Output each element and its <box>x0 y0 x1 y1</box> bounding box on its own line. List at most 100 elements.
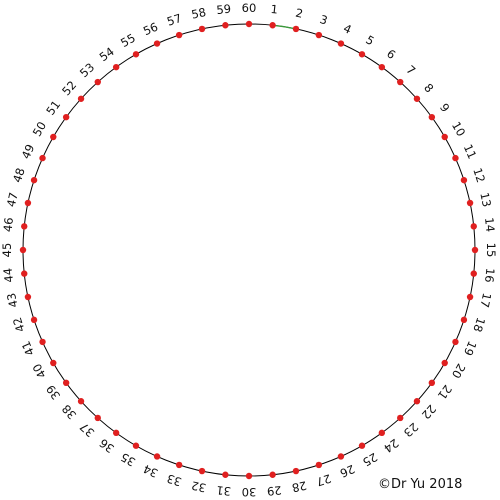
point-dot-4 <box>337 40 345 47</box>
point-dot-12 <box>460 176 468 184</box>
point-dot-25 <box>358 442 366 449</box>
point-label-33: 33 <box>165 471 183 489</box>
point-label-44: 44 <box>1 267 16 283</box>
point-label-34: 34 <box>141 462 160 481</box>
point-label-41: 41 <box>19 339 38 358</box>
point-label-5: 5 <box>363 33 376 49</box>
point-dot-43 <box>24 293 32 301</box>
point-dot-33 <box>175 461 183 469</box>
point-dot-59 <box>222 22 229 29</box>
point-label-60: 60 <box>242 1 257 15</box>
point-dot-60 <box>245 20 253 28</box>
point-label-6: 6 <box>384 46 398 62</box>
point-label-11: 11 <box>461 142 480 161</box>
point-label-51: 51 <box>43 98 63 118</box>
point-dot-57 <box>175 31 183 39</box>
point-dot-29 <box>269 471 276 478</box>
point-label-23: 23 <box>401 420 421 440</box>
point-label-32: 32 <box>190 478 207 495</box>
point-label-2: 2 <box>294 6 304 21</box>
point-dot-5 <box>358 51 366 58</box>
point-label-57: 57 <box>165 11 183 29</box>
point-label-10: 10 <box>449 119 468 139</box>
point-dot-28 <box>292 467 300 475</box>
point-dot-50 <box>50 133 57 141</box>
point-dot-17 <box>466 293 474 301</box>
point-label-45: 45 <box>0 243 14 258</box>
point-label-18: 18 <box>470 316 488 334</box>
point-dot-18 <box>460 316 468 324</box>
point-dot-7 <box>397 78 404 86</box>
point-dot-24 <box>378 429 386 437</box>
point-dot-42 <box>30 316 38 324</box>
point-label-46: 46 <box>1 217 16 233</box>
point-dot-26 <box>337 453 345 460</box>
point-label-8: 8 <box>421 81 436 96</box>
point-dot-14 <box>470 223 477 230</box>
point-label-56: 56 <box>141 20 160 39</box>
point-label-55: 55 <box>118 31 138 50</box>
point-label-31: 31 <box>216 483 232 498</box>
point-label-52: 52 <box>59 78 79 98</box>
point-label-12: 12 <box>470 166 488 184</box>
point-label-1: 1 <box>270 2 279 17</box>
point-label-7: 7 <box>404 63 419 78</box>
point-label-35: 35 <box>118 450 138 469</box>
point-dot-11 <box>452 154 459 162</box>
point-label-14: 14 <box>482 217 497 233</box>
point-label-29: 29 <box>266 483 282 498</box>
point-label-49: 49 <box>19 142 38 161</box>
point-dot-32 <box>198 467 206 475</box>
point-dot-21 <box>428 379 436 387</box>
point-dot-41 <box>39 338 46 346</box>
point-label-58: 58 <box>190 5 207 22</box>
dot-group <box>19 20 479 480</box>
point-dot-52 <box>77 95 85 102</box>
point-dot-27 <box>315 461 323 469</box>
point-label-24: 24 <box>381 436 401 456</box>
point-dot-58 <box>198 25 206 33</box>
point-label-19: 19 <box>461 339 480 358</box>
point-dot-19 <box>452 338 459 346</box>
point-dot-56 <box>153 40 161 47</box>
point-label-37: 37 <box>77 420 97 440</box>
point-label-47: 47 <box>4 191 21 208</box>
point-dot-36 <box>112 429 120 437</box>
point-label-43: 43 <box>4 292 21 309</box>
point-label-30: 30 <box>242 485 257 499</box>
point-dot-23 <box>397 414 404 422</box>
point-dot-37 <box>94 414 101 422</box>
point-dot-20 <box>441 359 448 367</box>
point-label-15: 15 <box>484 243 498 258</box>
point-dot-3 <box>315 31 323 39</box>
point-dot-55 <box>132 51 140 58</box>
point-label-50: 50 <box>30 119 49 139</box>
point-label-3: 3 <box>318 12 329 28</box>
point-label-38: 38 <box>59 402 79 422</box>
copyright-text: ©Dr Yu 2018 <box>378 477 463 492</box>
point-dot-40 <box>50 359 57 367</box>
point-label-54: 54 <box>97 44 117 64</box>
point-dot-8 <box>413 95 421 102</box>
highlight-arc-1-to-2 <box>272 24 297 30</box>
point-label-39: 39 <box>43 382 63 402</box>
point-label-27: 27 <box>315 471 333 489</box>
point-label-20: 20 <box>449 361 468 381</box>
point-dot-38 <box>77 398 85 405</box>
point-label-4: 4 <box>341 21 353 37</box>
point-label-42: 42 <box>10 316 28 334</box>
point-label-40: 40 <box>30 361 49 381</box>
point-label-16: 16 <box>482 267 497 283</box>
point-label-59: 59 <box>216 2 232 17</box>
point-dot-13 <box>466 199 474 207</box>
main-circle <box>22 23 476 477</box>
point-dot-51 <box>62 113 70 121</box>
point-dot-45 <box>19 246 27 254</box>
point-label-28: 28 <box>291 478 308 495</box>
point-dot-6 <box>378 63 386 71</box>
point-label-26: 26 <box>338 462 357 481</box>
point-label-21: 21 <box>435 382 455 402</box>
point-dot-54 <box>112 63 120 71</box>
